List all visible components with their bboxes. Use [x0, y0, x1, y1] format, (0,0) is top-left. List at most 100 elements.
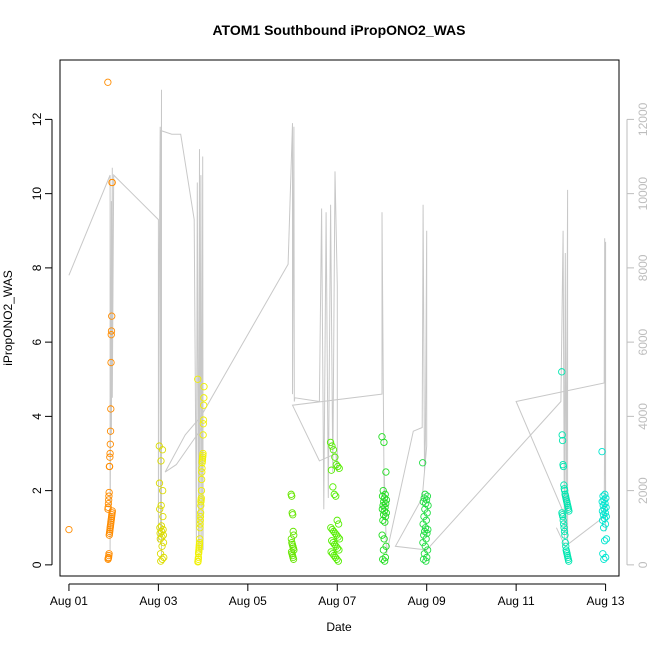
data-point [379, 501, 387, 510]
data-point [198, 459, 206, 467]
data-point [379, 555, 387, 563]
flight-series [65, 525, 73, 534]
data-point [601, 509, 609, 517]
data-point [378, 505, 386, 513]
y-tick-label: 8 [30, 264, 44, 271]
data-point [600, 496, 608, 504]
data-point [105, 492, 113, 500]
data-point [108, 312, 116, 320]
data-point [287, 535, 296, 543]
data-point [334, 533, 342, 541]
data-point [289, 555, 298, 563]
data-point [334, 462, 342, 471]
flight-series [378, 433, 391, 565]
secondary-y-tick-label: 10000 [636, 177, 650, 211]
data-point [419, 498, 427, 506]
data-point [419, 555, 428, 563]
data-point [199, 431, 207, 439]
flight-series [155, 442, 168, 565]
data-point [329, 483, 337, 491]
data-point [157, 501, 165, 510]
data-point [560, 481, 568, 489]
data-point [104, 505, 112, 513]
data-point [381, 512, 390, 521]
data-point [199, 416, 208, 424]
data-point [155, 479, 164, 487]
x-tick-label: Aug 03 [139, 594, 177, 608]
data-point [602, 553, 610, 562]
data-point [105, 462, 114, 471]
data-point [106, 449, 114, 458]
data-point [600, 555, 608, 563]
secondary-y-tick-label: 8000 [636, 254, 650, 281]
data-point [196, 524, 204, 532]
data-point [420, 531, 428, 539]
data-point [558, 436, 567, 445]
data-point [200, 383, 208, 391]
data-point [105, 496, 113, 504]
data-point [333, 555, 341, 563]
data-point [378, 531, 386, 539]
data-point [602, 535, 611, 543]
data-point [198, 464, 206, 472]
x-tick-label: Aug 09 [408, 594, 446, 608]
data-point [197, 501, 205, 510]
y-axis: 0 2 4 6 8 10 12 [30, 112, 53, 568]
data-point [332, 492, 340, 500]
data-point [290, 531, 298, 539]
data-point [333, 516, 341, 524]
data-point [331, 453, 339, 461]
data-point [560, 524, 568, 532]
data-point [194, 550, 203, 558]
plot-frame [59, 59, 620, 577]
data-point [379, 546, 388, 554]
data-point [602, 503, 610, 511]
altitude-line [68, 89, 607, 558]
data-point [159, 538, 168, 547]
data-point [105, 488, 113, 497]
y-tick-label: 2 [30, 487, 44, 494]
data-point [381, 518, 389, 526]
axes-layer: Aug 01 Aug 03 Aug 05 Aug 07 Aug 09 Aug 11 Aug … [30, 102, 650, 608]
data-point [420, 527, 429, 536]
data-point [157, 522, 166, 530]
y-tick-label: 0 [30, 561, 44, 568]
data-point [159, 486, 167, 495]
data-point [421, 490, 429, 498]
flight-series [598, 447, 611, 563]
flight-series [194, 375, 208, 566]
data-point [107, 331, 115, 339]
data-point [104, 555, 112, 563]
data-point [419, 520, 427, 528]
data-point [380, 438, 388, 447]
data-point [196, 512, 205, 521]
data-point [107, 327, 116, 335]
data-point [196, 516, 204, 524]
data-point [381, 557, 389, 565]
y-tick-label: 6 [30, 338, 44, 345]
data-point [601, 499, 609, 508]
x-tick-label: Aug 13 [587, 594, 625, 608]
data-point [290, 546, 298, 554]
x-axis: Aug 01 Aug 03 Aug 05 Aug 07 Aug 09 Aug 11 Aug … [50, 583, 625, 608]
chart-title: ATOM1 Southbound iPropONO2_WAS [212, 22, 465, 38]
data-point [106, 427, 115, 435]
data-point [419, 459, 427, 467]
flight-series [419, 459, 432, 565]
data-point [558, 368, 566, 376]
data-point [561, 538, 569, 547]
data-point [108, 178, 116, 187]
data-point [600, 505, 608, 513]
data-point [380, 535, 388, 543]
secondary-y-tick-label: 0 [636, 561, 650, 568]
data-point [194, 375, 202, 383]
data-point [335, 546, 343, 554]
data-point [157, 557, 165, 565]
data-point [598, 447, 606, 456]
y-axis-label: iPropONO2_WAS [1, 270, 15, 366]
data-point [197, 498, 205, 506]
data-point [379, 511, 388, 519]
data-point [560, 520, 568, 528]
